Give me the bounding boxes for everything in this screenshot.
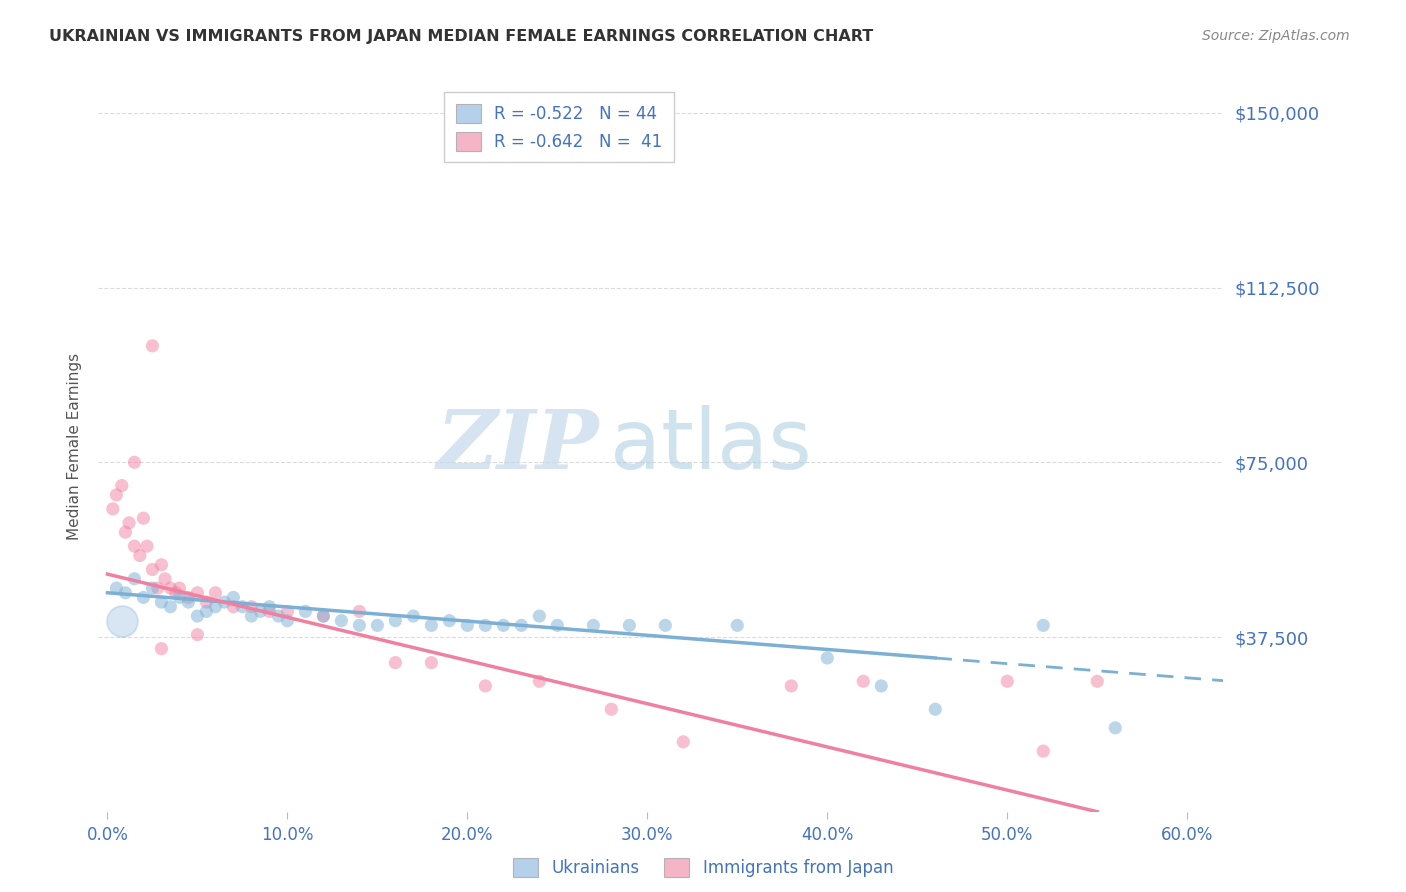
Point [1032,744,1054,758]
Y-axis label: Median Female Earnings: Median Female Earnings [67,352,83,540]
Point [474,679,496,693]
Point [780,679,803,693]
Point [128,549,150,563]
Point [159,599,181,614]
Point [101,502,124,516]
Point [132,591,155,605]
Point [153,572,176,586]
Point [420,656,443,670]
Point [725,618,748,632]
Point [529,609,551,624]
Point [267,609,290,624]
Point [204,586,226,600]
Point [600,702,623,716]
Point [186,586,208,600]
Point [492,618,515,632]
Point [105,581,128,595]
Point [150,595,173,609]
Point [195,595,218,609]
Point [439,614,461,628]
Point [186,628,208,642]
Point [312,609,335,624]
Point [1085,674,1108,689]
Text: ZIP: ZIP [436,406,599,486]
Point [231,599,253,614]
Point [456,618,478,632]
Point [222,599,245,614]
Point [111,478,134,492]
Point [259,599,281,614]
Point [150,641,173,656]
Point [169,581,191,595]
Point [870,679,893,693]
Point [124,572,146,586]
Point [529,674,551,689]
Point [177,591,200,605]
Point [222,591,245,605]
Point [240,609,263,624]
Point [111,614,134,628]
Point [165,586,187,600]
Point [582,618,605,632]
Point [141,562,163,576]
Point [186,609,208,624]
Point [672,735,695,749]
Point [1104,721,1126,735]
Point [924,702,946,716]
Point [852,674,875,689]
Text: atlas: atlas [610,406,811,486]
Point [654,618,676,632]
Point [384,614,406,628]
Point [214,595,236,609]
Point [114,586,136,600]
Point [204,599,226,614]
Point [249,604,271,618]
Point [169,591,191,605]
Point [124,455,146,469]
Point [159,581,181,595]
Point [118,516,141,530]
Point [366,618,388,632]
Point [105,488,128,502]
Point [132,511,155,525]
Point [402,609,425,624]
Point [420,618,443,632]
Text: Source: ZipAtlas.com: Source: ZipAtlas.com [1202,29,1350,43]
Point [384,656,406,670]
Legend: R = -0.522   N = 44, R = -0.642   N =  41: R = -0.522 N = 44, R = -0.642 N = 41 [444,92,673,162]
Point [195,604,218,618]
Point [349,604,371,618]
Point [259,604,281,618]
Point [114,525,136,540]
Text: UKRAINIAN VS IMMIGRANTS FROM JAPAN MEDIAN FEMALE EARNINGS CORRELATION CHART: UKRAINIAN VS IMMIGRANTS FROM JAPAN MEDIA… [49,29,873,44]
Point [276,604,298,618]
Point [276,614,298,628]
Point [141,339,163,353]
Point [546,618,568,632]
Point [349,618,371,632]
Point [330,614,353,628]
Point [150,558,173,572]
Point [815,651,838,665]
Point [619,618,641,632]
Point [312,609,335,624]
Point [995,674,1018,689]
Point [136,539,159,553]
Legend: Ukrainians, Immigrants from Japan: Ukrainians, Immigrants from Japan [506,851,900,884]
Point [240,599,263,614]
Point [474,618,496,632]
Point [510,618,533,632]
Point [146,581,169,595]
Point [124,539,146,553]
Point [1032,618,1054,632]
Point [141,581,163,595]
Point [177,595,200,609]
Point [294,604,316,618]
